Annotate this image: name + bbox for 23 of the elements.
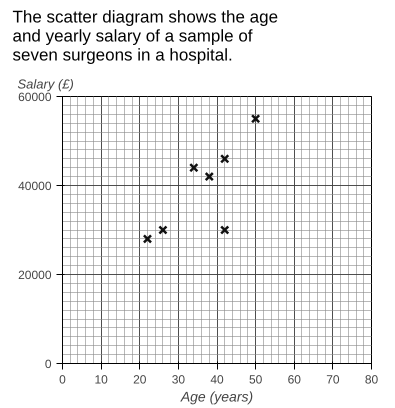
point: [220, 225, 230, 235]
x-tick-label: 10: [94, 372, 108, 386]
x-tick-label: 80: [364, 372, 378, 386]
y-tick-label: 40000: [18, 179, 52, 193]
x-tick-label: 20: [133, 372, 147, 386]
y-tick-label: 0: [44, 357, 52, 371]
y-axis-title: Salary (£): [18, 76, 74, 92]
x-axis-title: Age (years): [180, 388, 254, 404]
x-tick-label: 0: [59, 372, 66, 386]
x-tick-label: 60: [288, 372, 302, 386]
y-tick-label: 60000: [18, 90, 52, 104]
y-tick-label: 20000: [18, 268, 52, 282]
point: [158, 225, 168, 235]
point: [204, 172, 214, 182]
x-tick-label: 50: [248, 372, 263, 386]
x-tick-label: 70: [326, 372, 340, 386]
point: [189, 162, 199, 172]
point: [142, 234, 152, 244]
point: [250, 114, 260, 124]
chart-title: The scatter diagram shows the age and yearly salary of a sample of seven surgeons in a hospital.: [12, 8, 278, 64]
x-tick-label: 30: [172, 372, 186, 386]
x-tick-label: 40: [210, 372, 224, 386]
point: [220, 154, 230, 164]
